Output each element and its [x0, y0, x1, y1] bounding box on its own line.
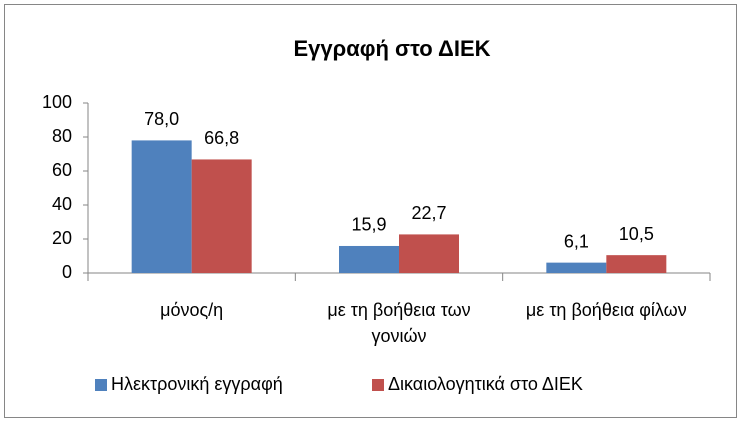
- x-tick-label: με τη βοήθεια των γονιών: [327, 300, 470, 346]
- data-label: 6,1: [564, 231, 589, 251]
- y-tick-label: 0: [62, 262, 72, 282]
- bar: [399, 234, 459, 273]
- data-label: 15,9: [351, 215, 386, 235]
- bar: [131, 140, 192, 273]
- y-tick-label: 80: [52, 126, 72, 146]
- bar: [339, 245, 399, 273]
- x-tick-label: με τη βοήθεια φίλων: [526, 300, 687, 320]
- legend-swatch: [95, 379, 107, 391]
- legend-label: Ηλεκτρονική εγγραφή: [111, 374, 283, 394]
- bar: [191, 159, 252, 273]
- bar: [606, 255, 667, 273]
- bar: [546, 262, 607, 273]
- y-tick-label: 20: [52, 228, 72, 248]
- chart-border: [4, 4, 737, 418]
- data-label: 78,0: [144, 109, 179, 129]
- legend-swatch: [372, 379, 384, 391]
- legend-label: Δικαιολογητικά στο ΔΙΕΚ: [388, 374, 583, 394]
- data-label: 66,8: [204, 128, 239, 148]
- y-tick-label: 40: [52, 194, 72, 214]
- data-label: 22,7: [411, 203, 446, 223]
- y-tick-label: 100: [42, 92, 72, 112]
- y-tick-label: 60: [52, 160, 72, 180]
- chart-title: Εγγραφή στο ΔΙΕΚ: [293, 36, 490, 61]
- data-label: 10,5: [619, 224, 654, 244]
- x-tick-label: μόνος/η: [160, 300, 223, 320]
